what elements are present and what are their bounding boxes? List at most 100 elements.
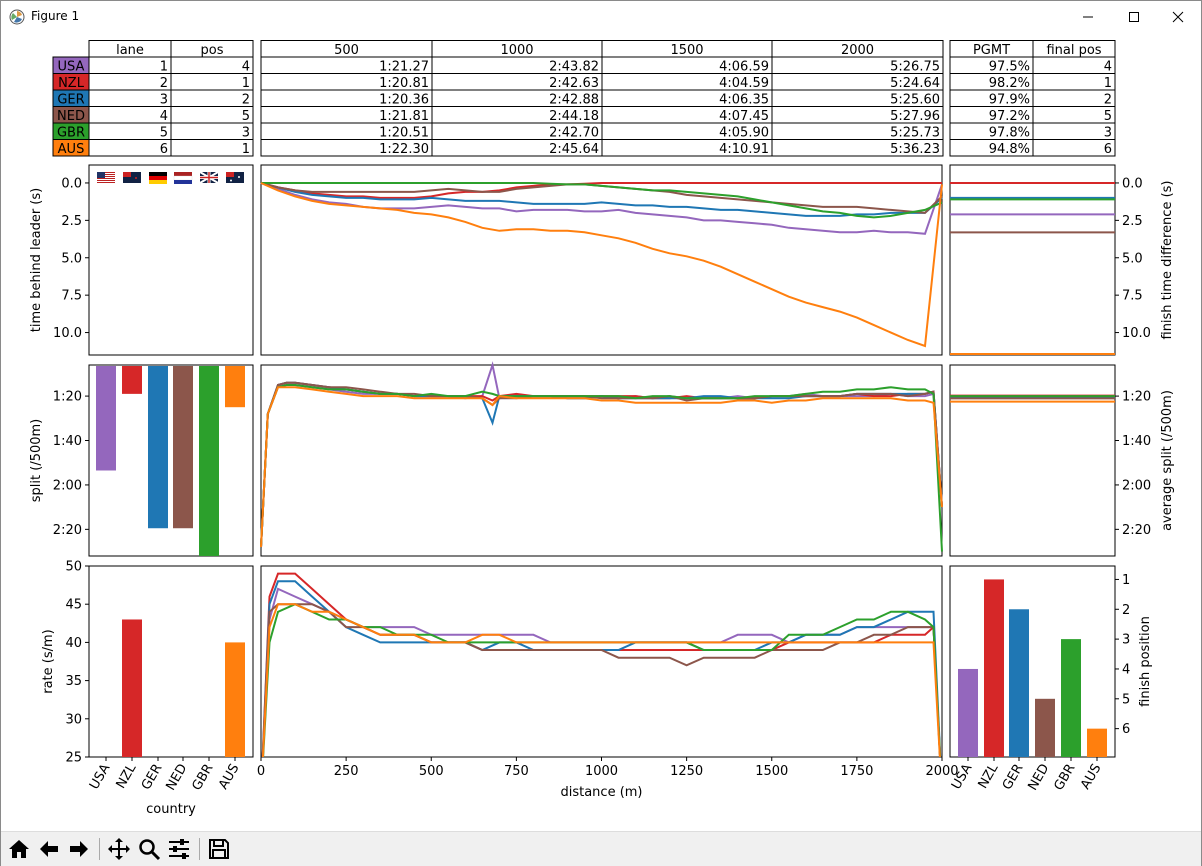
save-button[interactable]: [205, 834, 233, 864]
x-axis-label: country: [146, 802, 196, 817]
finish-diff-axes: [949, 164, 1116, 356]
y-tick-label: 10.0: [1122, 326, 1151, 341]
table-cell-value: 5: [1104, 109, 1112, 124]
x-tick-label: NZL: [976, 761, 1002, 792]
home-button[interactable]: [5, 834, 33, 864]
close-button[interactable]: [1155, 1, 1201, 32]
zoom-icon: [139, 839, 161, 861]
table-cell-value: 2: [1104, 93, 1112, 108]
y-axis-label: finish position: [1138, 616, 1153, 707]
x-tick-label: 1250: [670, 764, 703, 779]
table-splits: 500 1:21.271:20.81 1:20.361:21.81 1:20.511:…: [260, 40, 944, 157]
back-button[interactable]: [35, 834, 63, 864]
y-tick-label: 1:20: [1122, 390, 1151, 405]
x-tick-label: 1500: [755, 764, 788, 779]
table-cell: [1032, 122, 1116, 140]
table-cell: [1032, 139, 1116, 157]
table-cell-value: 4:07.45: [719, 109, 769, 124]
y-tick-label: 7.5: [1122, 289, 1143, 304]
title-bar: Figure 1: [1, 1, 1201, 32]
zoom-button[interactable]: [135, 834, 163, 864]
y-tick-label: 40: [65, 636, 82, 651]
table-cell-value: 94.8%: [989, 142, 1030, 157]
table-cell-value: 2:44.18: [549, 109, 599, 124]
table-cell-value: 1:22.30: [379, 142, 429, 157]
rate-bar-aus: [225, 642, 245, 757]
rate-line-aus: [261, 603, 941, 757]
y-tick-label: 35: [65, 674, 82, 689]
table-header-label: 2000: [841, 43, 874, 58]
split-bar-ned: [173, 366, 193, 529]
pan-button[interactable]: [105, 834, 133, 864]
forward-button[interactable]: [65, 834, 93, 864]
table-cell-value: 97.8%: [989, 126, 1030, 141]
split-bar-aus: [225, 366, 245, 408]
y-axis-label: average split (/500m): [1160, 390, 1175, 531]
table-header-label: pos: [201, 43, 224, 58]
table-cell-value: 5:27.96: [890, 109, 940, 124]
table-cell-value: 3: [160, 93, 168, 108]
table-pgmt: PGMT 97.5%98.2% 97.9%97.2% 97.8%94.8% final …: [949, 40, 1116, 157]
table-cell-value: 1: [1104, 76, 1112, 91]
table-cell-value: 4: [1104, 60, 1112, 75]
y-tick-label: 5.0: [1122, 251, 1143, 266]
configure-icon: [169, 839, 189, 859]
y-tick-label: 2:00: [1122, 478, 1151, 493]
series-line-aus: [260, 182, 943, 348]
x-tick-label: GBR: [1051, 762, 1078, 794]
pan-icon: [108, 838, 130, 860]
table-cell: [88, 56, 172, 74]
flag-aus-icon: [226, 172, 244, 183]
series-line-gbr: [261, 182, 943, 219]
x-tick-label: NED: [163, 762, 190, 794]
x-tick-label: NZL: [114, 761, 140, 792]
table-header-label: PGMT: [973, 43, 1010, 58]
rate-main-axes: [260, 565, 943, 758]
table-cell-value: 5:24.64: [890, 76, 940, 91]
x-tick-label: 250: [334, 764, 359, 779]
y-tick-label: 5.0: [61, 251, 82, 266]
table-cell-value: 2:45.64: [549, 142, 599, 157]
back-icon: [40, 841, 58, 857]
flag-usa-icon: [97, 172, 115, 183]
time-behind-left-axes: [88, 164, 254, 356]
table-row-label: GBR: [57, 126, 85, 141]
y-axis-label: time behind leader (s): [29, 188, 44, 332]
table-cell-value: 2:42.70: [549, 126, 599, 141]
table-cell-value: 3: [242, 126, 250, 141]
series-line-nzl: [260, 182, 942, 199]
table-header-label: 500: [334, 43, 359, 58]
finish-bar-ger: [1009, 609, 1029, 757]
table-cell-value: 97.5%: [989, 60, 1030, 75]
y-tick-label: 1:40: [1122, 434, 1151, 449]
minimize-button[interactable]: [1065, 1, 1111, 32]
table-cell-value: 2:43.82: [549, 60, 599, 75]
y-tick-label: 0.0: [1122, 176, 1143, 191]
y-tick-label: 1: [1122, 573, 1130, 588]
table-cell: [170, 139, 254, 157]
table-cell-value: 2:42.88: [549, 93, 599, 108]
close-icon: [1172, 11, 1184, 22]
table-cell: [1032, 106, 1116, 124]
forward-icon: [70, 841, 88, 857]
split-bar-ger: [148, 366, 168, 529]
table-cell-value: 4:05.90: [719, 126, 769, 141]
table-cell: [1032, 56, 1116, 74]
table-cell-value: 5:26.75: [890, 60, 940, 75]
minimize-icon: [1083, 16, 1093, 17]
split-line-aus: [260, 386, 943, 548]
navigation-toolbar: [1, 831, 1201, 866]
table-cell-value: 5:25.60: [890, 93, 940, 108]
table-cell-value: 6: [160, 142, 168, 157]
table-cell-value: 4:06.59: [719, 60, 769, 75]
y-tick-label: 10.0: [53, 326, 82, 341]
maximize-button[interactable]: [1111, 1, 1157, 32]
table-cell-value: 2: [242, 93, 250, 108]
y-tick-label: 2:20: [1122, 523, 1151, 538]
table-cell: [88, 73, 172, 91]
table-cell: [771, 139, 944, 157]
table-cell-value: 2: [160, 76, 168, 91]
configure-button[interactable]: [165, 834, 193, 864]
